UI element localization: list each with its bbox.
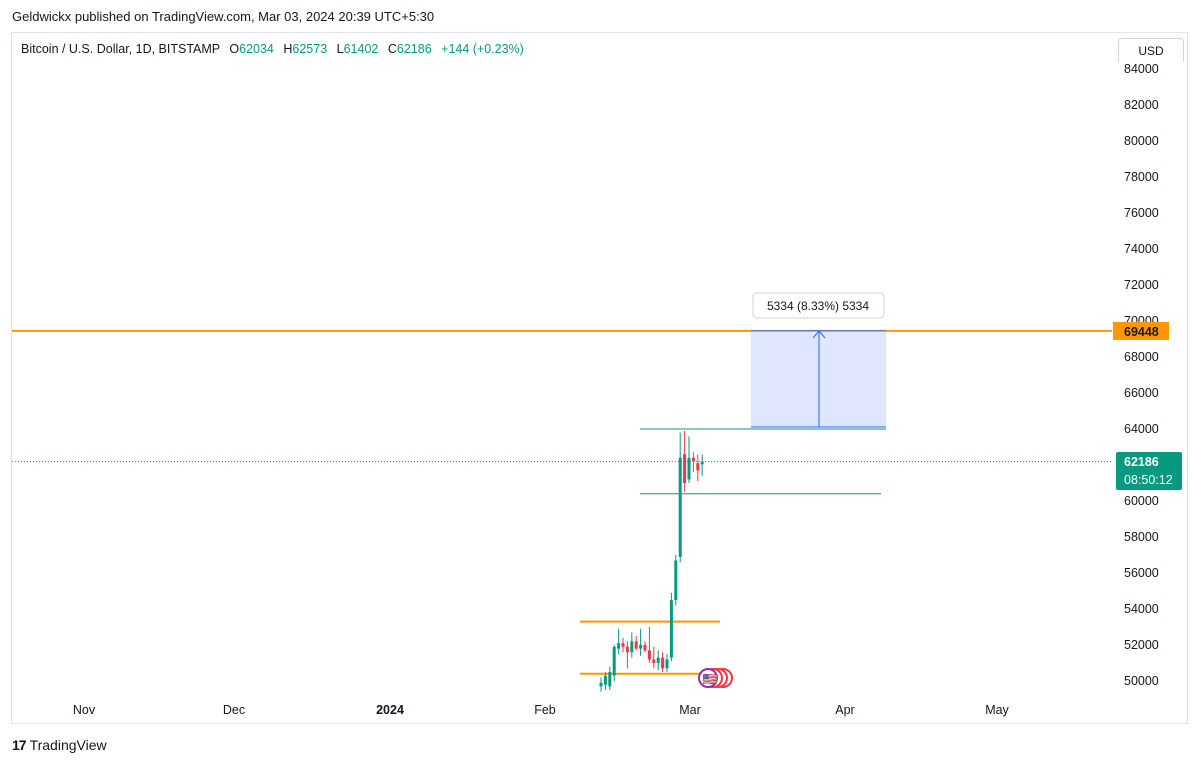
x-tick-label: Feb (534, 703, 556, 717)
candle-body (669, 600, 673, 658)
y-tick-label: 74000 (1124, 242, 1159, 256)
y-tick-label: 58000 (1124, 530, 1159, 544)
candle-body (687, 457, 691, 480)
chart-frame (11, 32, 1188, 724)
resistance-price-tag (1113, 321, 1169, 340)
candle-body (691, 457, 695, 462)
y-tick-label: 54000 (1124, 602, 1159, 616)
candle-body (634, 641, 638, 649)
y-tick-label: 66000 (1124, 386, 1159, 400)
candle-body (674, 560, 678, 600)
y-tick-label: 50000 (1124, 674, 1159, 688)
candle-body (603, 675, 607, 685)
y-tick-label: 68000 (1124, 350, 1159, 364)
candle-body (639, 645, 643, 649)
y-tick-label: 82000 (1124, 98, 1159, 112)
price-range-arrowhead (812, 330, 826, 339)
plot-area: 🇺🇸 (12, 329, 1112, 692)
candle-body (696, 463, 700, 471)
price-axis-bg (1112, 62, 1187, 698)
x-tick-label: May (985, 703, 1009, 717)
low-value: 61402 (343, 42, 379, 56)
candle-body (656, 657, 660, 663)
low-label: L (336, 42, 344, 56)
x-tick-label: Apr (835, 703, 854, 717)
measure-label-box (752, 292, 885, 319)
resistance-price-label: 69448 (1124, 325, 1159, 339)
y-tick-label: 78000 (1124, 170, 1159, 184)
close-value: 62186 (396, 42, 432, 56)
candle-body (700, 461, 704, 465)
y-tick-label: 60000 (1124, 494, 1159, 508)
y-tick-label: 84000 (1124, 62, 1159, 76)
change-value: +144 (+0.23%) (441, 42, 524, 56)
x-tick-label: Nov (73, 703, 96, 717)
y-tick-label: 76000 (1124, 206, 1159, 220)
candle-body (630, 641, 634, 653)
y-tick-label: 64000 (1124, 422, 1159, 436)
candle-body (621, 643, 625, 647)
high-label: H (283, 42, 293, 56)
y-tick-label: 56000 (1124, 566, 1159, 580)
tradingview-logo: 17 TradingView (12, 737, 107, 753)
x-tick-label: Mar (679, 703, 701, 717)
candle-body (665, 659, 669, 669)
candle-body (647, 650, 651, 660)
candle-body (661, 657, 665, 669)
y-tick-label: 72000 (1124, 278, 1159, 292)
last-price-tag (1116, 452, 1182, 490)
candle-body (643, 645, 647, 651)
publisher-caption: Geldwickx published on TradingView.com, … (12, 9, 435, 24)
close-label: C (387, 42, 397, 56)
candle-body (599, 682, 603, 687)
candle-body (608, 672, 612, 687)
measure-label: 5334 (8.33%) 5334 (767, 299, 869, 313)
event-marker-icon (698, 668, 718, 688)
candle-body (678, 457, 682, 557)
open-label: O (229, 42, 240, 56)
brand-label: TradingView (29, 737, 107, 753)
x-tick-label: Dec (223, 703, 245, 717)
countdown-label: 08:50:12 (1124, 473, 1173, 487)
high-value: 62573 (292, 42, 328, 56)
candle-body (683, 454, 687, 483)
x-tick-label: 2024 (376, 703, 404, 717)
open-value: 62034 (239, 42, 274, 56)
symbol-label: Bitcoin / U.S. Dollar, 1D, BITSTAMP (21, 42, 220, 56)
candle-body (625, 646, 629, 653)
chart-legend: Bitcoin / U.S. Dollar, 1D, BITSTAMP O620… (21, 42, 524, 56)
candle-body (617, 643, 621, 649)
us-flag-icon: 🇺🇸 (703, 672, 718, 686)
candle-body (652, 659, 656, 663)
last-price-label: 62186 (1124, 455, 1159, 469)
tradingview-logo-icon: 17 (12, 737, 27, 753)
y-tick-label: 52000 (1124, 638, 1159, 652)
y-tick-label: 80000 (1124, 134, 1159, 148)
candle-body (612, 646, 616, 676)
